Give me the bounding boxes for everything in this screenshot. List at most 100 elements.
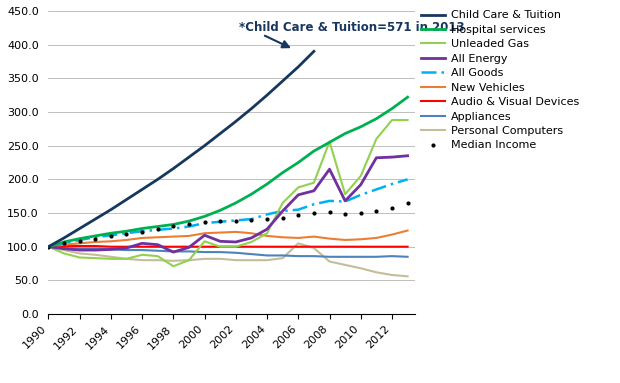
Appliances: [373, 255, 380, 259]
All Goods: [45, 244, 52, 249]
Child Care & Tuition: [279, 79, 286, 83]
New Vehicles: [185, 234, 193, 238]
All Goods: [373, 187, 380, 192]
Child Care & Tuition: [310, 49, 317, 54]
New Vehicles: [216, 230, 224, 235]
Audio & Visual Devices: [185, 244, 193, 249]
Hospital services: [154, 224, 161, 229]
All Energy: [170, 250, 177, 254]
Median Income: [248, 218, 255, 223]
Line: Hospital services: Hospital services: [48, 97, 407, 247]
All Goods: [123, 231, 130, 236]
Appliances: [326, 255, 333, 259]
Unleaded Gas: [185, 258, 193, 262]
All Goods: [154, 228, 161, 232]
Audio & Visual Devices: [310, 244, 317, 249]
Personal Computers: [388, 273, 396, 277]
Appliances: [154, 249, 161, 253]
Median Income: [357, 211, 365, 215]
All Goods: [232, 218, 239, 223]
Appliances: [404, 255, 411, 259]
Appliances: [264, 253, 271, 258]
All Goods: [76, 238, 83, 242]
Median Income: [342, 212, 349, 217]
Personal Computers: [201, 257, 208, 261]
Hospital services: [232, 201, 239, 205]
All Energy: [138, 241, 146, 246]
Appliances: [45, 244, 52, 249]
Unleaded Gas: [138, 252, 146, 257]
Child Care & Tuition: [107, 207, 115, 212]
All Energy: [342, 199, 349, 203]
Unleaded Gas: [404, 118, 411, 122]
Hospital services: [279, 170, 286, 175]
Audio & Visual Devices: [138, 244, 146, 249]
Unleaded Gas: [310, 180, 317, 185]
Median Income: [404, 201, 411, 205]
Audio & Visual Devices: [294, 244, 302, 249]
Median Income: [170, 224, 177, 229]
New Vehicles: [342, 238, 349, 242]
Hospital services: [170, 222, 177, 227]
New Vehicles: [154, 235, 161, 240]
Median Income: [279, 216, 286, 220]
New Vehicles: [248, 231, 255, 236]
Unleaded Gas: [388, 118, 396, 122]
Personal Computers: [216, 257, 224, 261]
Personal Computers: [404, 274, 411, 279]
Appliances: [216, 250, 224, 254]
Audio & Visual Devices: [170, 244, 177, 249]
All Energy: [76, 248, 83, 252]
Hospital services: [326, 140, 333, 145]
Personal Computers: [248, 258, 255, 262]
Audio & Visual Devices: [154, 244, 161, 249]
Appliances: [388, 254, 396, 259]
Legend: Child Care & Tuition, Hospital services, Unleaded Gas, All Energy, All Goods, Ne: Child Care & Tuition, Hospital services,…: [421, 10, 579, 151]
Median Income: [76, 238, 83, 243]
Median Income: [232, 219, 239, 223]
Hospital services: [357, 124, 365, 129]
Appliances: [60, 246, 68, 250]
All Goods: [310, 202, 317, 206]
All Energy: [404, 154, 411, 158]
Audio & Visual Devices: [76, 244, 83, 248]
All Goods: [170, 226, 177, 231]
All Energy: [60, 246, 68, 251]
Audio & Visual Devices: [357, 244, 365, 249]
Hospital services: [201, 214, 208, 219]
Hospital services: [92, 234, 99, 238]
Hospital services: [388, 106, 396, 111]
Appliances: [310, 254, 317, 259]
All Energy: [107, 247, 115, 252]
Appliances: [185, 249, 193, 254]
Personal Computers: [185, 258, 193, 262]
Child Care & Tuition: [45, 244, 52, 249]
New Vehicles: [279, 235, 286, 240]
Median Income: [92, 236, 99, 241]
All Goods: [342, 199, 349, 204]
Appliances: [232, 250, 239, 255]
Median Income: [216, 219, 224, 223]
New Vehicles: [45, 244, 52, 249]
Audio & Visual Devices: [107, 244, 115, 249]
New Vehicles: [92, 240, 99, 244]
Median Income: [264, 217, 271, 221]
Personal Computers: [154, 258, 161, 262]
New Vehicles: [201, 231, 208, 236]
Appliances: [123, 248, 130, 252]
Median Income: [185, 222, 193, 227]
All Goods: [185, 224, 193, 229]
Unleaded Gas: [170, 264, 177, 268]
Unleaded Gas: [326, 139, 333, 144]
Unleaded Gas: [107, 257, 115, 261]
Unleaded Gas: [264, 231, 271, 236]
Personal Computers: [279, 256, 286, 260]
Personal Computers: [123, 257, 130, 261]
Personal Computers: [264, 258, 271, 262]
All Goods: [92, 235, 99, 240]
Line: Median Income: Median Income: [46, 200, 410, 249]
Child Care & Tuition: [123, 197, 130, 202]
Hospital services: [216, 208, 224, 213]
Unleaded Gas: [342, 192, 349, 196]
Hospital services: [107, 231, 115, 236]
